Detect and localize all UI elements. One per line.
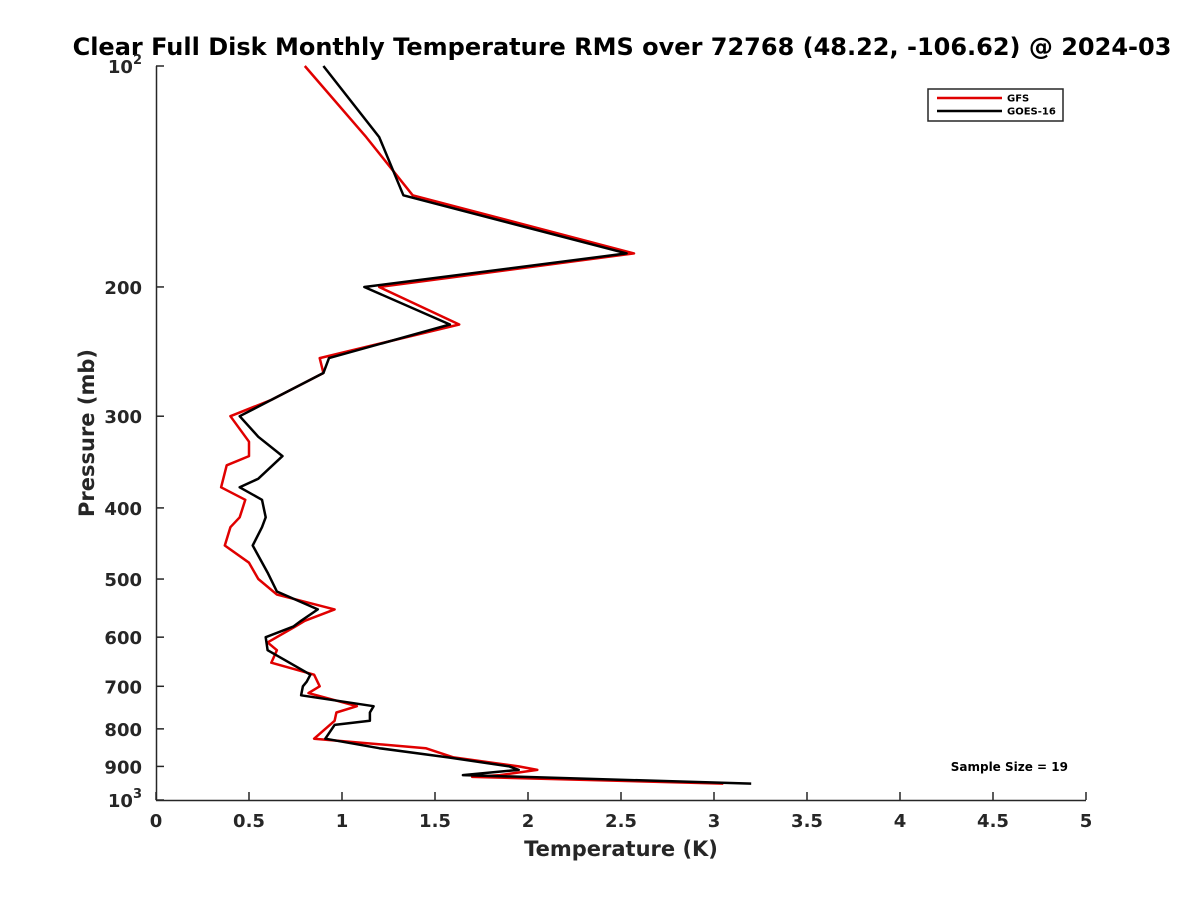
y-tick-exponent: 3	[133, 787, 142, 802]
series-layer	[219, 65, 752, 785]
y-tick-label: 300	[104, 407, 142, 428]
x-ticks: 0 0.5 1 1.5 2 2.5 3 3.5 4 4.5 5	[150, 792, 1093, 832]
plot-area: 0 0.5 1 1.5 2 2.5 3 3.5 4 4.5 5 102 200 300 400 500 600…	[104, 53, 1092, 832]
x-tick-label: 1	[336, 811, 349, 832]
y-tick-label: 103	[108, 787, 142, 812]
y-tick-label: 102	[108, 53, 142, 78]
y-axis-label: Pressure (mb)	[75, 349, 99, 517]
axes-layer	[155, 66, 1086, 802]
x-tick-label: 4.5	[977, 811, 1009, 832]
y-tick-label: 500	[104, 570, 142, 591]
x-tick-label: 3	[708, 811, 721, 832]
x-tick-label: 4	[894, 811, 907, 832]
y-tick-label: 600	[104, 628, 142, 649]
legend-label-gfs: GFS	[1007, 94, 1029, 105]
chart-title: Clear Full Disk Monthly Temperature RMS …	[73, 33, 1172, 61]
y-tick-label: 400	[104, 499, 142, 520]
y-ticks: 102 200 300 400 500 600 700 800 900 103	[104, 53, 164, 812]
y-tick-exponent: 2	[133, 53, 142, 68]
x-tick-label: 1.5	[419, 811, 451, 832]
x-tick-label: 2	[522, 811, 535, 832]
x-axis-label: Temperature (K)	[524, 837, 718, 861]
legend-box	[927, 88, 1064, 122]
y-tick-label: 800	[104, 720, 142, 741]
x-tick-label: 0	[150, 811, 163, 832]
y-tick-label: 200	[104, 278, 142, 299]
legend: GFS GOES-16	[927, 88, 1064, 122]
y-tick-label: 700	[104, 677, 142, 698]
legend-label-goes16: GOES-16	[1007, 107, 1056, 118]
x-tick-label: 3.5	[791, 811, 823, 832]
series-line-goes16	[238, 65, 752, 785]
series-line-gfs	[219, 65, 724, 785]
x-tick-label: 5	[1080, 811, 1093, 832]
x-tick-label: 0.5	[233, 811, 265, 832]
sample-size-annotation: Sample Size = 19	[951, 760, 1068, 774]
y-tick-label: 900	[104, 757, 142, 778]
x-tick-label: 2.5	[605, 811, 637, 832]
